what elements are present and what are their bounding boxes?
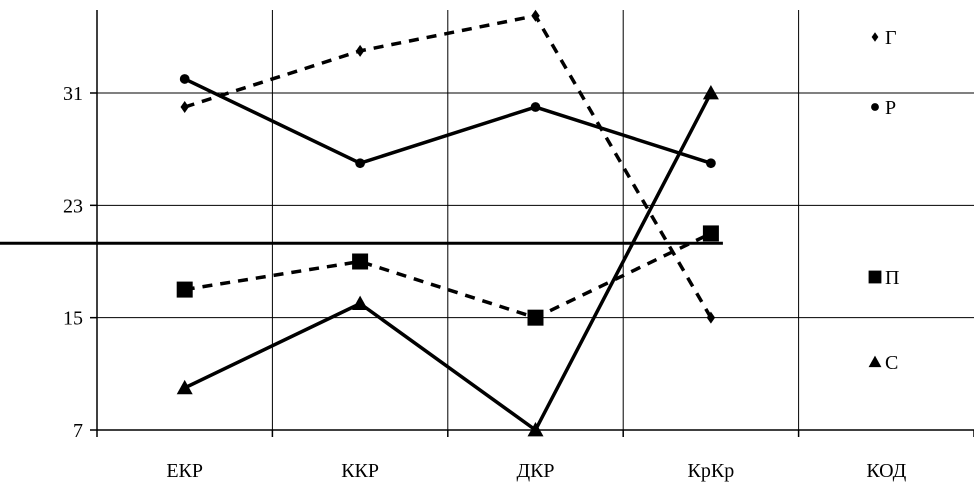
- data-point-П-3: [702, 225, 719, 242]
- data-point-Г-3: [706, 311, 716, 324]
- series-line-П: [184, 231, 712, 320]
- legend-entry-Г: Г: [871, 27, 897, 49]
- data-point-С-3: [702, 85, 719, 100]
- legend-marker-П: [868, 270, 882, 284]
- series-line-С: [183, 92, 713, 432]
- data-point-Г-2: [531, 9, 540, 22]
- x-tick-label-0: ЕКР: [166, 460, 203, 482]
- data-point-Р-2: [530, 102, 541, 112]
- y-tick-label-15: 15: [63, 308, 83, 330]
- data-point-П-0: [176, 281, 193, 298]
- data-point-С-0: [176, 379, 193, 395]
- axes: [90, 10, 974, 437]
- legend-entry-С: С: [868, 352, 898, 374]
- legend: Г Р П С: [868, 27, 899, 374]
- series-П: [176, 225, 719, 326]
- series-line-Р: [183, 77, 712, 165]
- series-С: [176, 85, 719, 437]
- legend-marker-Г: [871, 32, 879, 42]
- data-point-С-1: [352, 295, 369, 311]
- data-point-П-1: [352, 253, 369, 270]
- legend-label-С: С: [885, 352, 898, 374]
- series-layer: [176, 9, 719, 437]
- x-tick-label-1: ККР: [341, 460, 379, 482]
- data-point-Р-3: [706, 158, 716, 169]
- y-tick-label-7: 7: [73, 420, 83, 442]
- tick-labels: 7 15 23 31 ЕКР ККР ДКР КрКр КОД: [63, 83, 907, 482]
- x-tick-label-4: КОД: [866, 460, 906, 482]
- data-point-С-2: [527, 422, 544, 437]
- legend-label-Г: Г: [885, 27, 897, 49]
- legend-marker-Р: [871, 103, 879, 111]
- legend-label-Р: Р: [885, 97, 896, 119]
- series-Г: [180, 9, 716, 324]
- legend-entry-Р: Р: [871, 97, 896, 119]
- legend-label-П: П: [885, 267, 899, 289]
- data-point-Р-1: [355, 158, 365, 169]
- y-tick-label-23: 23: [63, 195, 83, 217]
- series-Р: [179, 74, 716, 169]
- x-tick-label-2: ДКР: [516, 460, 554, 482]
- legend-entry-П: П: [868, 267, 899, 289]
- data-point-Г-0: [180, 101, 189, 114]
- data-point-П-2: [527, 309, 544, 326]
- legend-marker-С: [868, 355, 882, 368]
- y-tick-label-31: 31: [63, 83, 83, 105]
- series-line-Г: [184, 14, 713, 319]
- data-point-Г-1: [355, 44, 365, 57]
- x-tick-label-3: КрКр: [688, 460, 735, 482]
- data-point-Р-0: [179, 74, 190, 84]
